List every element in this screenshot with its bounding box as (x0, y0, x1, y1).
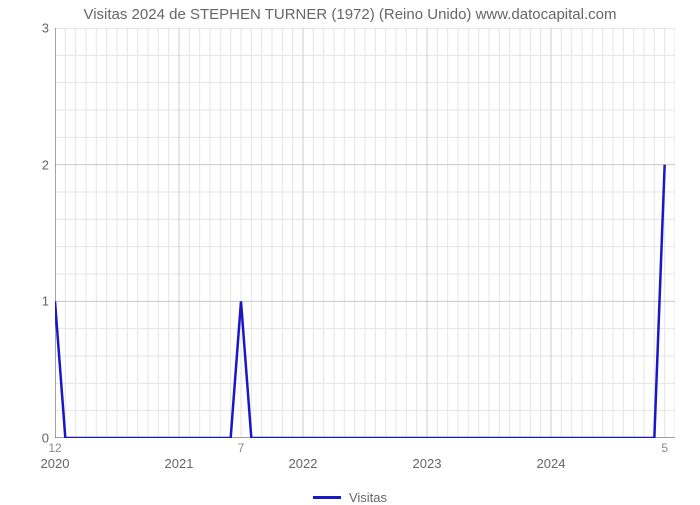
x-sub-label: 12 (48, 441, 61, 455)
chart-title: Visitas 2024 de STEPHEN TURNER (1972) (R… (0, 6, 700, 23)
x-tick-label: 2021 (165, 456, 194, 471)
plot-svg (55, 28, 675, 438)
legend-swatch (313, 496, 341, 499)
legend: Visitas (313, 490, 387, 505)
y-tick-label: 2 (42, 157, 49, 172)
x-tick-label: 2024 (537, 456, 566, 471)
plot-area: 0123202020212022202320241275 (55, 28, 675, 438)
legend-label: Visitas (349, 490, 387, 505)
x-sub-label: 7 (238, 441, 245, 455)
x-sub-label: 5 (661, 441, 668, 455)
y-tick-label: 3 (42, 21, 49, 36)
chart-container: Visitas 2024 de STEPHEN TURNER (1972) (R… (0, 0, 700, 500)
x-tick-label: 2023 (413, 456, 442, 471)
x-tick-label: 2022 (289, 456, 318, 471)
x-tick-label: 2020 (41, 456, 70, 471)
y-tick-label: 1 (42, 294, 49, 309)
